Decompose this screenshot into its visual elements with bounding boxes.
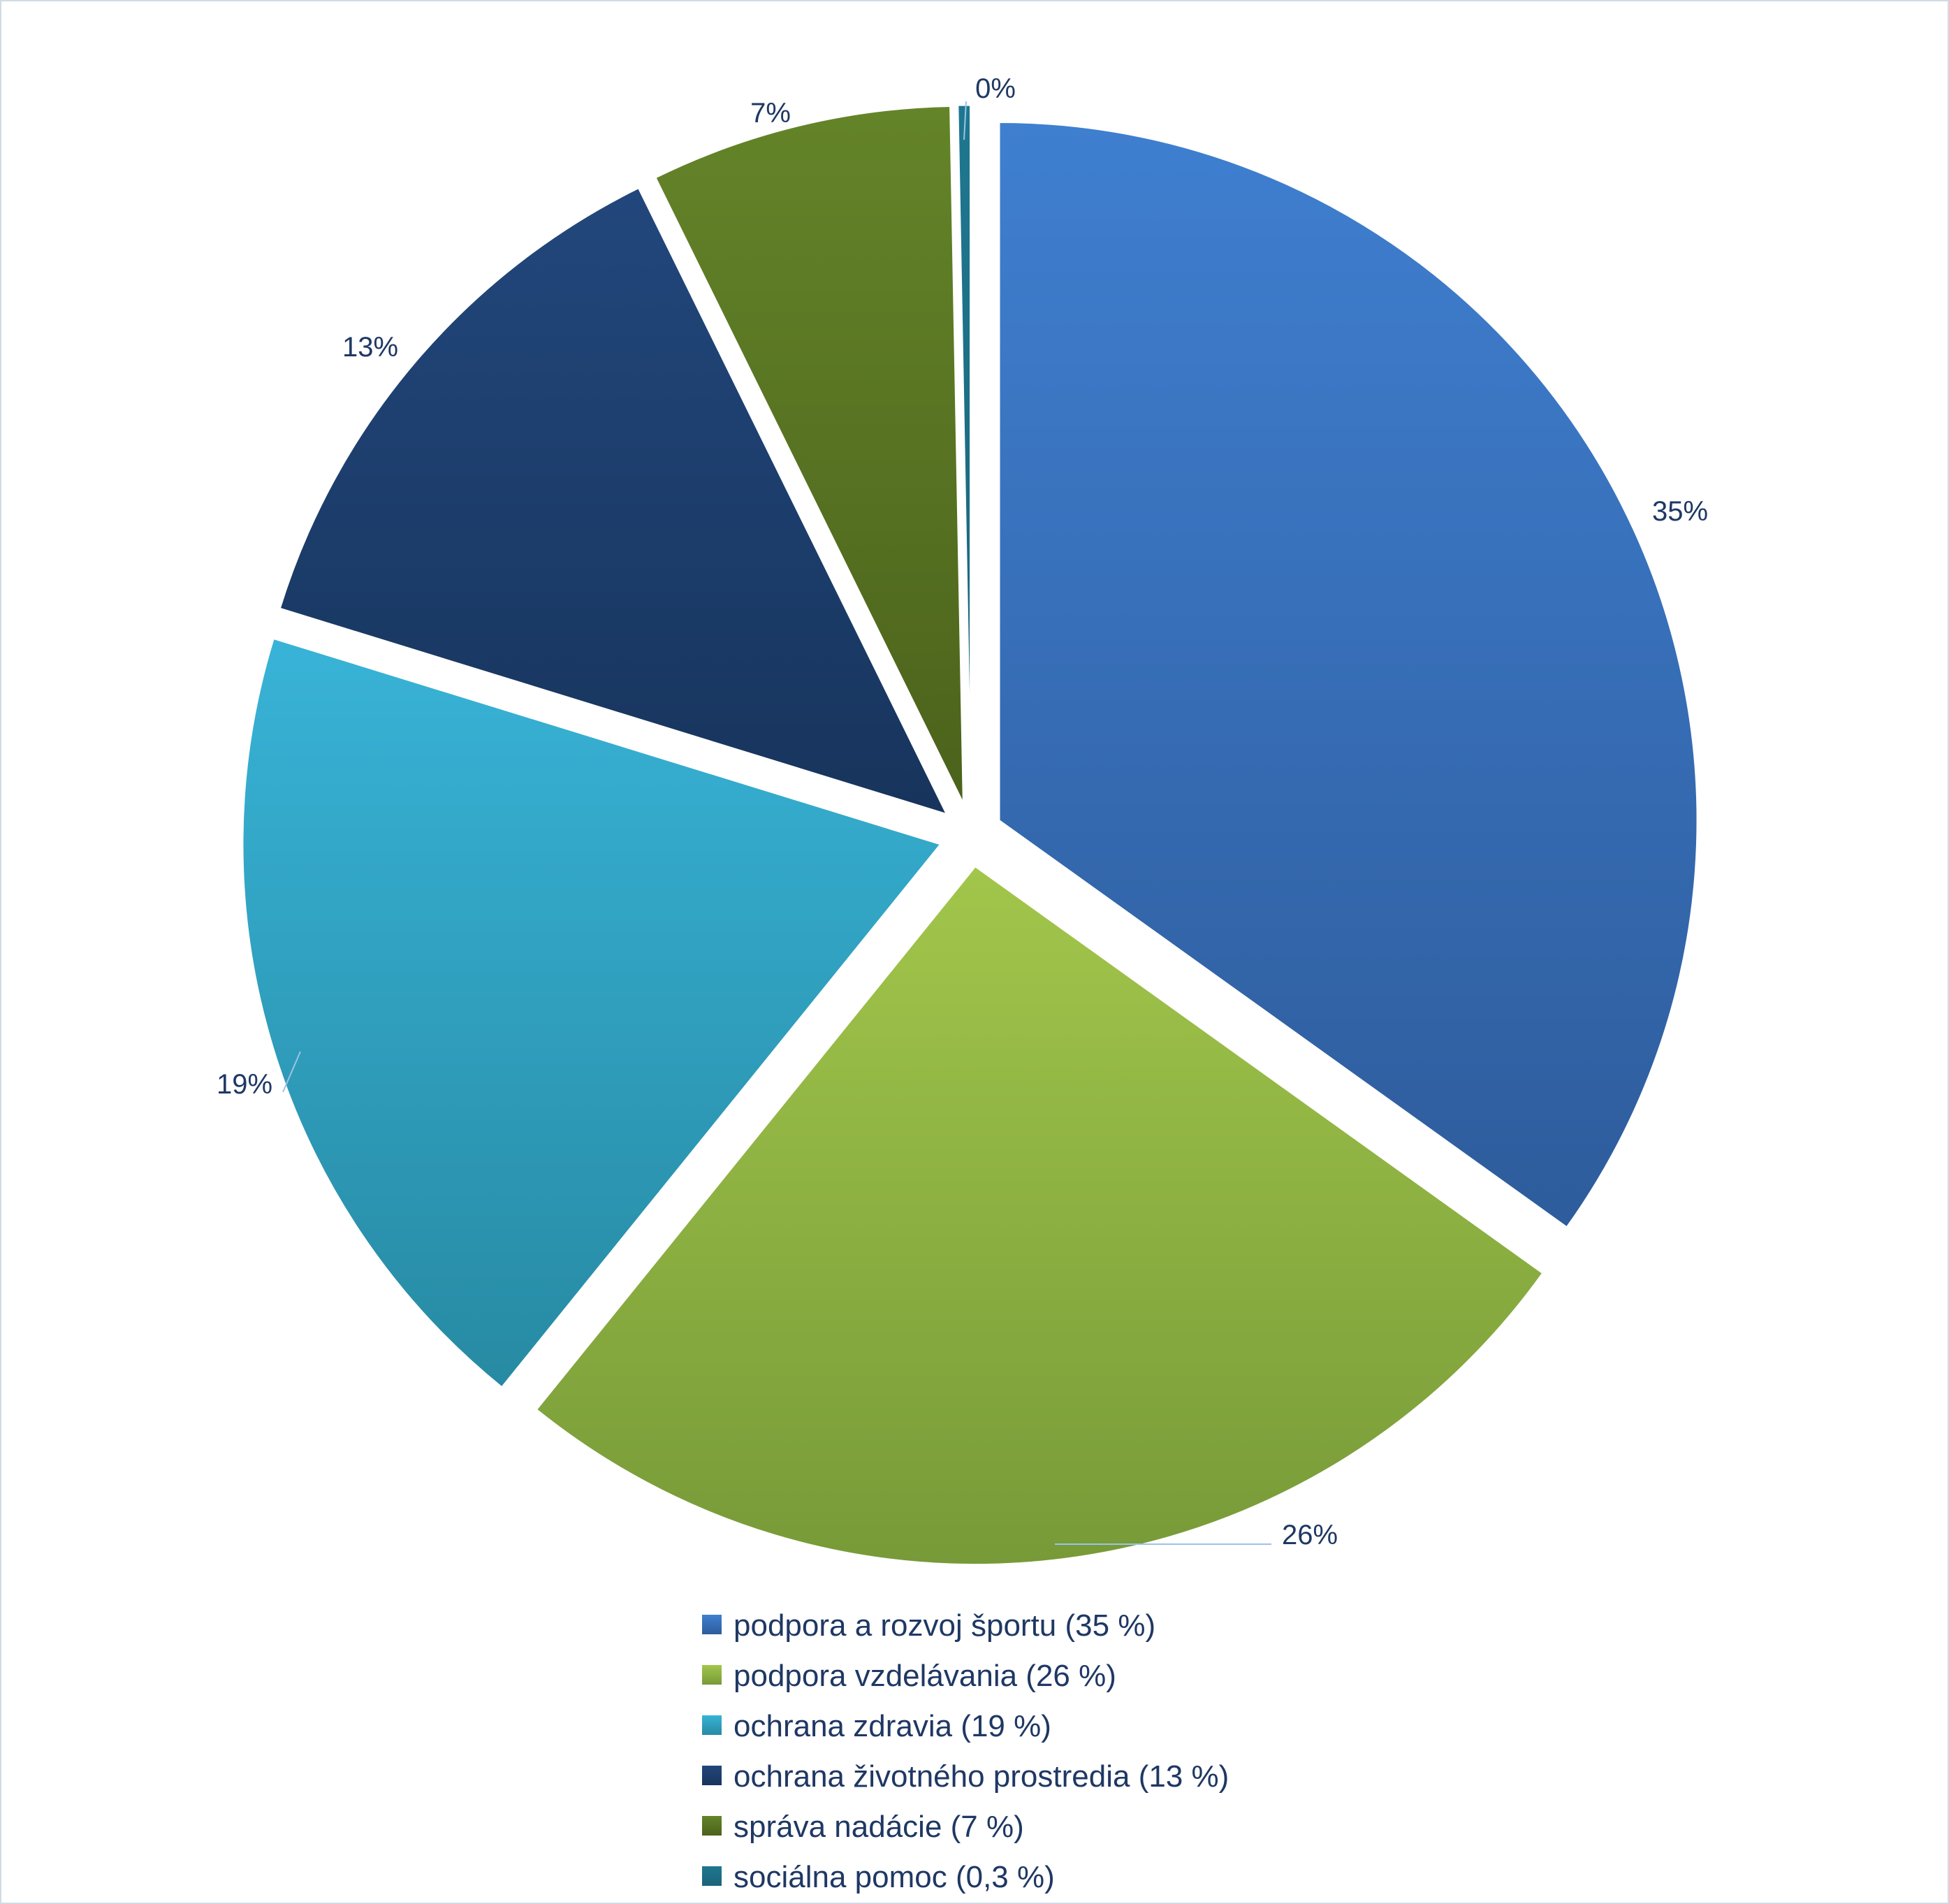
leader-line-3	[282, 1051, 301, 1093]
pie-slice-2	[534, 864, 1545, 1567]
data-labels: 35% 26% 19% 13% 7% 0%	[217, 73, 1708, 1550]
legend-label-2: podpora vzdelávania (26 %)	[733, 1659, 1116, 1693]
legend-label-3: ochrana zdravia (19 %)	[733, 1709, 1051, 1743]
data-label-2: 26%	[1282, 1520, 1338, 1550]
legend-label-6: sociálna pomoc (0,3 %)	[733, 1860, 1055, 1894]
legend-swatch-4	[702, 1766, 722, 1785]
legend-swatch-1	[702, 1615, 722, 1634]
legend: podpora a rozvoj športu (35 %) podpora vz…	[702, 1608, 1229, 1894]
legend-label-1: podpora a rozvoj športu (35 %)	[733, 1608, 1155, 1643]
pie-slice-1	[998, 120, 1699, 1229]
legend-swatch-6	[702, 1866, 722, 1886]
pie-slice-3	[241, 637, 943, 1390]
pie-slices	[241, 103, 1699, 1567]
leader-lines	[282, 101, 1271, 1545]
legend-swatch-3	[702, 1715, 722, 1735]
legend-label-4: ochrana životného prostredia (13 %)	[733, 1759, 1229, 1794]
data-label-6: 0%	[975, 73, 1016, 104]
legend-swatch-5	[702, 1816, 722, 1836]
leader-line-6	[963, 101, 967, 140]
data-label-3: 19%	[217, 1069, 272, 1100]
pie-slice-4	[278, 186, 949, 817]
pie-slice-6	[956, 103, 972, 804]
legend-swatch-2	[702, 1665, 722, 1685]
data-label-5: 7%	[750, 98, 791, 129]
data-label-1: 35%	[1652, 496, 1708, 527]
legend-label-5: správa nadácie (7 %)	[733, 1810, 1024, 1844]
pie-slice-5	[653, 104, 965, 805]
data-label-4: 13%	[342, 332, 398, 363]
